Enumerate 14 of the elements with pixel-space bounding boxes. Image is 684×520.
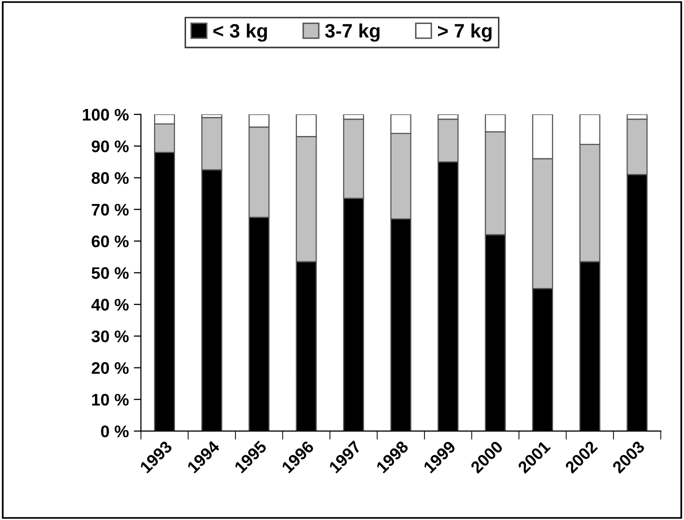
legend-label: 3-7 kg — [325, 23, 380, 42]
y-tick-label: 80 % — [92, 172, 129, 184]
y-tick-label: 0 % — [101, 425, 129, 438]
y-tick-label: 60 % — [92, 235, 129, 248]
y-tick-label: 20 % — [92, 362, 129, 374]
y-tick-label: 50 % — [92, 267, 129, 279]
y-tick-label: 100 % — [82, 108, 129, 121]
y-tick-label: 30 % — [91, 330, 129, 342]
legend-label: > 7 kg — [438, 23, 492, 42]
y-tick-label: 70 % — [92, 204, 129, 216]
legend-label: < 3 kg — [213, 23, 267, 42]
y-tick-label: 40 % — [91, 298, 129, 311]
y-tick-label: 90 % — [92, 140, 129, 152]
y-tick-label: 10 % — [92, 394, 129, 406]
